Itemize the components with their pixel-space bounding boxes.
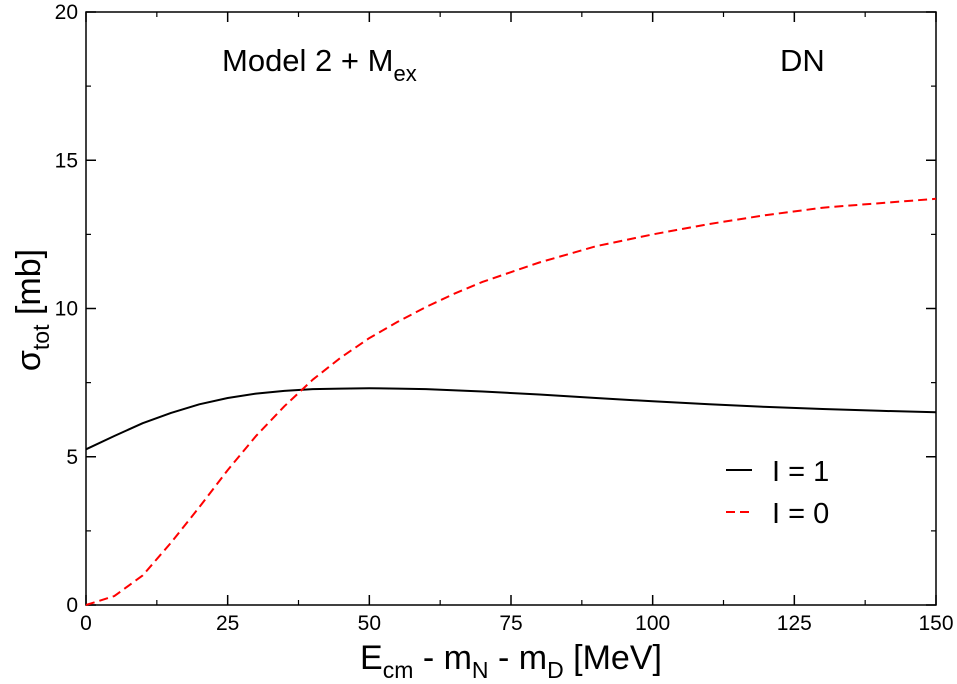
y-axis-label: σtot [mb] [10, 249, 54, 371]
y-tick-label: 15 [55, 149, 78, 172]
x-tick-label: 100 [635, 612, 670, 635]
y-tick-label: 5 [66, 446, 78, 469]
series-line-i1 [85, 387, 937, 451]
legend-label-i0: I = 0 [772, 498, 829, 530]
legend: I = 1 I = 0 [726, 456, 829, 530]
x-axis-ticks: 0 25 50 75 100 125 150 [80, 12, 954, 635]
x-tick-label: 150 [918, 612, 953, 635]
x-tick-label: 50 [358, 612, 381, 635]
legend-label-i1: I = 1 [772, 456, 829, 488]
y-tick-label: 10 [55, 298, 78, 321]
y-tick-label: 20 [55, 1, 78, 24]
series-line-i0 [85, 197, 937, 606]
series-layer [85, 197, 937, 606]
system-annotation: DN [780, 43, 825, 78]
x-tick-label: 0 [80, 612, 92, 635]
x-axis-label: Ecm - mN - mD [MeV] [360, 639, 662, 683]
x-tick-label: 25 [216, 612, 239, 635]
x-tick-label: 75 [499, 612, 522, 635]
x-tick-label: 125 [777, 612, 812, 635]
y-tick-label: 0 [66, 594, 78, 617]
model-annotation: Model 2 + Mex [222, 43, 417, 86]
y-axis-ticks: 0 5 10 15 20 [55, 1, 936, 617]
